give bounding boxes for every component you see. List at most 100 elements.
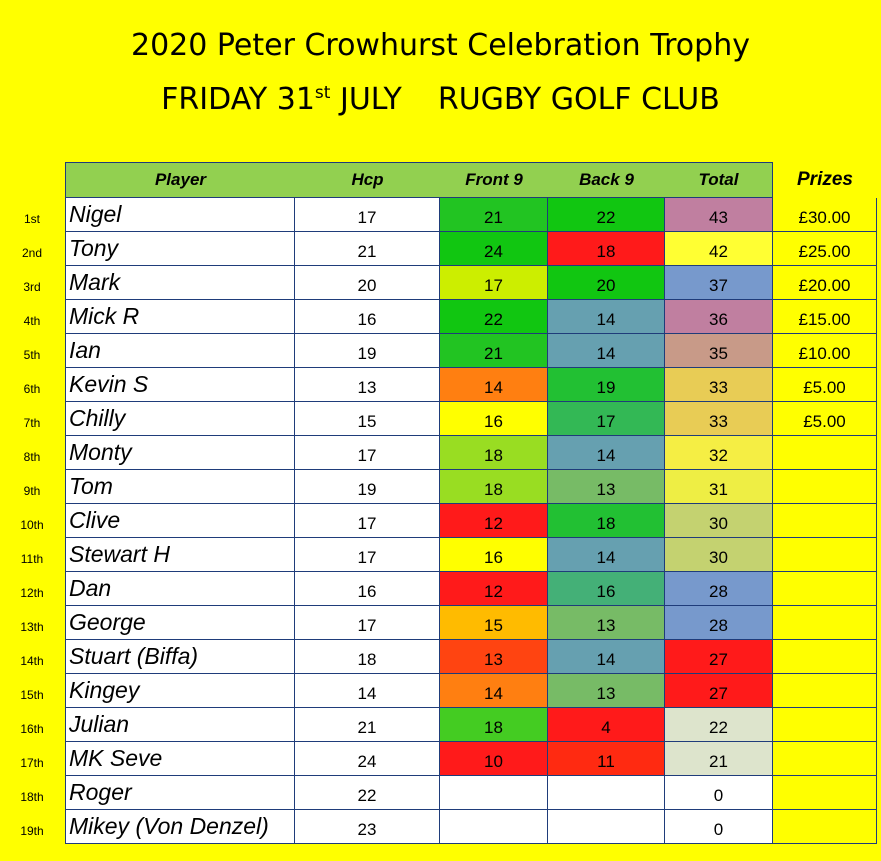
cell-front: 18 bbox=[440, 470, 548, 504]
position-label: 17th bbox=[20, 756, 44, 770]
cell-front: 14 bbox=[440, 674, 548, 708]
position-label: 3rd bbox=[23, 280, 41, 294]
cell-hcp: 17 bbox=[295, 606, 440, 640]
cell-total: 35 bbox=[665, 334, 773, 368]
cell-back bbox=[548, 810, 665, 844]
position-label: 12th bbox=[20, 586, 44, 600]
cell-front: 14 bbox=[440, 368, 548, 402]
cell-hcp: 24 bbox=[295, 742, 440, 776]
cell-back: 13 bbox=[548, 674, 665, 708]
cell-player: Kingey bbox=[65, 674, 295, 708]
header-front9: Front 9 bbox=[440, 162, 548, 198]
position-label: 5th bbox=[23, 348, 41, 362]
header-prizes: Prizes bbox=[797, 169, 853, 190]
cell-front: 12 bbox=[440, 504, 548, 538]
position-label: 1st bbox=[23, 212, 40, 226]
cell-back: 14 bbox=[548, 538, 665, 572]
position-label: 10th bbox=[20, 518, 44, 532]
cell-hcp: 21 bbox=[295, 232, 440, 266]
cell-total: 37 bbox=[665, 266, 773, 300]
cell-front: 18 bbox=[440, 436, 548, 470]
cell-hcp: 16 bbox=[295, 300, 440, 334]
cell-back: 14 bbox=[548, 300, 665, 334]
cell-player: Monty bbox=[65, 436, 295, 470]
cell-total: 36 bbox=[665, 300, 773, 334]
cell-hcp: 19 bbox=[295, 334, 440, 368]
cell-total: 28 bbox=[665, 606, 773, 640]
cell-hcp: 20 bbox=[295, 266, 440, 300]
cell-back: 13 bbox=[548, 606, 665, 640]
cell-hcp: 19 bbox=[295, 470, 440, 504]
cell-player: Kevin S bbox=[65, 368, 295, 402]
cell-prize: £10.00 bbox=[773, 334, 877, 368]
title-line-1: 2020 Peter Crowhurst Celebration Trophy bbox=[131, 28, 750, 63]
cell-player: MK Seve bbox=[65, 742, 295, 776]
cell-total: 33 bbox=[665, 368, 773, 402]
cell-player: Mark bbox=[65, 266, 295, 300]
cell-prize bbox=[773, 606, 877, 640]
position-label: 19th bbox=[20, 824, 44, 838]
header-total: Total bbox=[665, 162, 773, 198]
cell-total: 22 bbox=[665, 708, 773, 742]
cell-total: 28 bbox=[665, 572, 773, 606]
cell-player: Roger bbox=[65, 776, 295, 810]
cell-prize: £5.00 bbox=[773, 402, 877, 436]
header-hcp: Hcp bbox=[295, 162, 440, 198]
cell-front: 10 bbox=[440, 742, 548, 776]
position-label: 14th bbox=[20, 654, 44, 668]
cell-hcp: 16 bbox=[295, 572, 440, 606]
cell-back: 11 bbox=[548, 742, 665, 776]
cell-total: 27 bbox=[665, 674, 773, 708]
cell-player: Nigel bbox=[65, 198, 295, 232]
cell-hcp: 15 bbox=[295, 402, 440, 436]
cell-front bbox=[440, 776, 548, 810]
cell-player: Mick R bbox=[65, 300, 295, 334]
cell-prize: £30.00 bbox=[773, 198, 877, 232]
cell-hcp: 22 bbox=[295, 776, 440, 810]
cell-back: 20 bbox=[548, 266, 665, 300]
cell-hcp: 14 bbox=[295, 674, 440, 708]
position-label: 13th bbox=[20, 620, 44, 634]
position-label: 9th bbox=[23, 484, 41, 498]
position-label: 8th bbox=[23, 450, 41, 464]
cell-hcp: 17 bbox=[295, 436, 440, 470]
cell-total: 0 bbox=[665, 776, 773, 810]
cell-back: 14 bbox=[548, 640, 665, 674]
title-line-2: FRIDAY 31st JULY RUGBY GOLF CLUB bbox=[0, 82, 881, 117]
cell-front: 24 bbox=[440, 232, 548, 266]
cell-total: 33 bbox=[665, 402, 773, 436]
title-day: FRIDAY 31 bbox=[161, 82, 315, 117]
cell-player: George bbox=[65, 606, 295, 640]
cell-front: 21 bbox=[440, 198, 548, 232]
header-back9: Back 9 bbox=[548, 162, 665, 198]
cell-front: 17 bbox=[440, 266, 548, 300]
cell-player: Tom bbox=[65, 470, 295, 504]
position-label: 15th bbox=[20, 688, 44, 702]
cell-player: Ian bbox=[65, 334, 295, 368]
cell-prize bbox=[773, 810, 877, 844]
cell-hcp: 18 bbox=[295, 640, 440, 674]
cell-hcp: 17 bbox=[295, 504, 440, 538]
cell-prize bbox=[773, 708, 877, 742]
cell-hcp: 13 bbox=[295, 368, 440, 402]
cell-total: 42 bbox=[665, 232, 773, 266]
cell-prize bbox=[773, 470, 877, 504]
cell-hcp: 17 bbox=[295, 538, 440, 572]
cell-front: 22 bbox=[440, 300, 548, 334]
cell-prize bbox=[773, 674, 877, 708]
cell-prize: £25.00 bbox=[773, 232, 877, 266]
cell-back: 17 bbox=[548, 402, 665, 436]
position-label: 2nd bbox=[21, 246, 43, 260]
cell-total: 30 bbox=[665, 538, 773, 572]
cell-back: 4 bbox=[548, 708, 665, 742]
cell-back: 14 bbox=[548, 334, 665, 368]
header-player: Player bbox=[65, 162, 295, 198]
position-label: 11th bbox=[20, 552, 44, 566]
cell-front: 18 bbox=[440, 708, 548, 742]
cell-total: 30 bbox=[665, 504, 773, 538]
cell-player: Stewart H bbox=[65, 538, 295, 572]
cell-prize: £20.00 bbox=[773, 266, 877, 300]
title-venue: RUGBY GOLF CLUB bbox=[437, 82, 720, 117]
cell-total: 21 bbox=[665, 742, 773, 776]
